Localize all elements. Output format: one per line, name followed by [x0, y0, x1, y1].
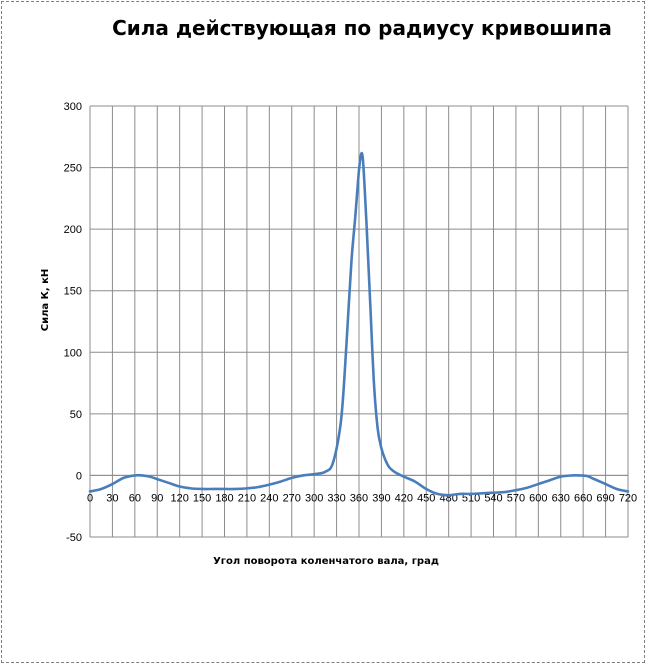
x-tick-label: 60: [129, 492, 141, 504]
x-tick-label: 210: [238, 492, 256, 504]
x-tick-label: 150: [193, 492, 211, 504]
x-tick-label: 0: [87, 492, 93, 504]
x-tick-label: 570: [507, 492, 525, 504]
x-tick-label: 330: [327, 492, 345, 504]
x-tick-label: 390: [372, 492, 390, 504]
y-axis-title: Сила К, кН: [40, 269, 51, 332]
y-tick-label: 150: [64, 286, 82, 298]
x-tick-label: 420: [395, 492, 413, 504]
x-tick-label: 180: [215, 492, 233, 504]
x-tick-label: 600: [529, 492, 547, 504]
y-tick-label: 50: [70, 409, 82, 421]
y-tick-labels: -50 0 50 100 150 200 250 300: [64, 101, 82, 544]
y-tick-label: -50: [66, 532, 82, 544]
x-tick-label: 30: [106, 492, 118, 504]
x-tick-label: 90: [151, 492, 163, 504]
x-tick-label: 270: [283, 492, 301, 504]
x-tick-labels: 0 30 60 90 120 150 180 210 240 270 300 330 360 390 420…: [87, 492, 637, 504]
x-tick-label: 360: [350, 492, 368, 504]
y-tick-label: 200: [64, 224, 82, 236]
y-tick-label: 300: [64, 101, 82, 113]
y-tick-label: 100: [64, 347, 82, 359]
series-group: [88, 151, 630, 497]
y-tick-label: 0: [76, 470, 82, 482]
chart-title: Сила действующая по радиусу кривошипа: [112, 16, 612, 40]
x-tick-label: 120: [170, 492, 188, 504]
x-tick-label: 300: [305, 492, 323, 504]
x-tick-label: 660: [574, 492, 592, 504]
x-tick-label: 540: [484, 492, 502, 504]
x-tick-label: 510: [462, 492, 480, 504]
x-tick-label: 240: [260, 492, 278, 504]
x-axis-title: Угол поворота коленчатого вала, град: [213, 556, 439, 567]
y-tick-label: 250: [64, 163, 82, 175]
x-tick-label: 630: [552, 492, 570, 504]
vertical-gridlines: [89, 106, 629, 537]
series-line: [88, 151, 630, 497]
x-tick-label: 720: [619, 492, 637, 504]
x-tick-label: 450: [417, 492, 435, 504]
x-tick-label: 690: [596, 492, 614, 504]
